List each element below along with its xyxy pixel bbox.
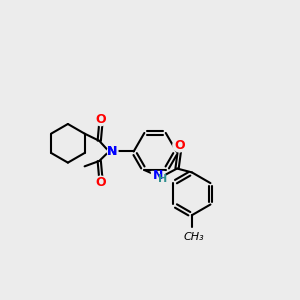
Text: N: N: [152, 169, 163, 182]
Text: O: O: [95, 176, 106, 189]
Text: O: O: [95, 112, 106, 126]
FancyBboxPatch shape: [151, 171, 164, 181]
Text: O: O: [174, 139, 185, 152]
Text: N: N: [107, 145, 118, 158]
Circle shape: [173, 139, 186, 152]
Circle shape: [94, 112, 107, 126]
Circle shape: [107, 146, 118, 157]
Text: CH₃: CH₃: [183, 232, 204, 242]
Circle shape: [94, 176, 107, 189]
Text: H: H: [158, 174, 168, 184]
Text: N: N: [107, 145, 118, 158]
